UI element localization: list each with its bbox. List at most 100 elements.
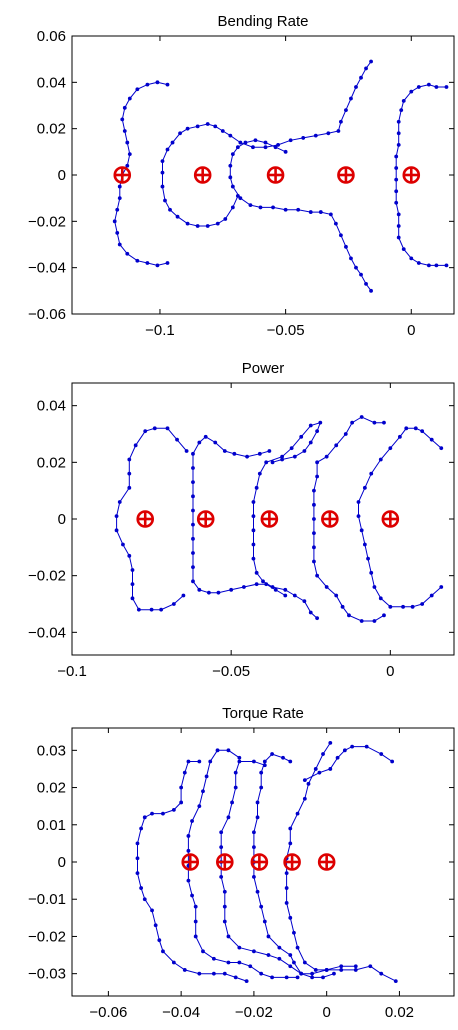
data-point xyxy=(229,587,234,592)
chart-3: Torque Rate −0.06 −0.04 −0.02 0 0.02 −0.03 −0.0… xyxy=(28,705,455,1021)
data-point xyxy=(155,80,160,85)
data-point xyxy=(271,205,275,210)
data-point xyxy=(312,517,316,521)
data-point xyxy=(299,971,304,976)
data-point xyxy=(429,437,434,442)
data-point xyxy=(175,214,180,219)
chart-title: Torque Rate xyxy=(222,705,304,722)
y-tick-label: 0.02 xyxy=(37,121,66,138)
data-point xyxy=(394,154,399,159)
data-point xyxy=(233,785,238,790)
data-point xyxy=(254,570,259,575)
data-point xyxy=(396,119,401,124)
data-point xyxy=(175,437,179,442)
data-point xyxy=(193,919,198,924)
y-tick-label: 0 xyxy=(58,511,66,528)
data-point xyxy=(283,149,288,154)
data-point xyxy=(409,256,414,261)
data-point xyxy=(115,231,120,235)
data-point xyxy=(394,200,399,205)
data-point xyxy=(117,242,122,247)
data-point xyxy=(130,568,135,572)
data-point xyxy=(388,604,393,609)
data-point xyxy=(368,964,373,969)
data-point xyxy=(356,514,361,519)
data-point xyxy=(253,138,258,143)
data-point xyxy=(178,131,182,136)
data-point xyxy=(420,602,425,606)
data-point xyxy=(222,449,227,453)
data-point xyxy=(112,219,117,224)
data-point xyxy=(226,815,231,820)
data-point xyxy=(127,96,132,101)
data-point xyxy=(219,874,224,879)
data-point xyxy=(195,124,200,129)
data-point xyxy=(388,446,393,451)
circle-plus-marker xyxy=(196,510,215,528)
data-point xyxy=(339,968,344,972)
data-point xyxy=(426,263,431,268)
x-tick-label: 0 xyxy=(386,663,394,680)
data-point xyxy=(344,244,348,249)
data-point xyxy=(235,145,240,150)
data-point xyxy=(288,759,293,764)
data-point xyxy=(190,893,194,898)
data-point xyxy=(219,845,224,850)
data-point xyxy=(315,474,320,479)
data-point xyxy=(206,590,211,595)
data-point xyxy=(335,755,340,760)
data-point xyxy=(292,454,297,459)
data-point xyxy=(396,224,401,228)
data-point xyxy=(283,593,288,598)
series-line-5 xyxy=(358,427,442,608)
circle-plus-marker xyxy=(181,853,200,871)
data-point xyxy=(283,587,288,592)
data-point xyxy=(289,446,294,451)
data-point xyxy=(301,136,306,140)
data-point xyxy=(122,129,127,133)
data-point xyxy=(136,607,141,612)
data-point xyxy=(182,968,187,972)
data-point xyxy=(204,774,209,779)
data-point xyxy=(336,129,341,133)
data-point xyxy=(245,454,249,459)
data-point xyxy=(302,599,307,604)
data-point xyxy=(114,514,119,519)
circle-plus-marker xyxy=(381,510,400,528)
circle-plus-marker xyxy=(317,853,336,871)
circle-plus-marker xyxy=(250,853,269,871)
data-point xyxy=(382,420,386,425)
data-point xyxy=(366,556,370,561)
data-point xyxy=(397,434,402,439)
data-point xyxy=(191,522,195,527)
data-point xyxy=(237,759,242,764)
data-point xyxy=(160,159,165,164)
data-point xyxy=(191,508,195,513)
data-point xyxy=(328,767,333,771)
data-point xyxy=(150,908,154,913)
x-tick-label: 0.02 xyxy=(385,1004,414,1021)
data-point xyxy=(230,152,235,157)
series-line-5 xyxy=(286,742,397,982)
data-point xyxy=(333,221,338,226)
data-point xyxy=(238,140,243,145)
data-point xyxy=(139,826,144,831)
data-point xyxy=(150,811,154,816)
data-point xyxy=(163,198,167,203)
y-tick-label: 0 xyxy=(58,854,66,871)
data-point xyxy=(157,938,162,943)
circle-plus-marker xyxy=(283,853,301,871)
data-point xyxy=(117,196,122,201)
data-point xyxy=(302,778,307,783)
data-point xyxy=(318,210,323,214)
data-point xyxy=(149,607,154,612)
x-tick-label: 0 xyxy=(322,1004,330,1021)
data-point xyxy=(153,923,158,928)
data-point xyxy=(160,170,165,175)
data-point xyxy=(270,460,275,465)
data-point xyxy=(372,420,377,425)
data-point xyxy=(318,420,323,425)
data-point xyxy=(315,429,320,434)
data-point xyxy=(356,500,361,504)
data-point xyxy=(342,748,347,753)
